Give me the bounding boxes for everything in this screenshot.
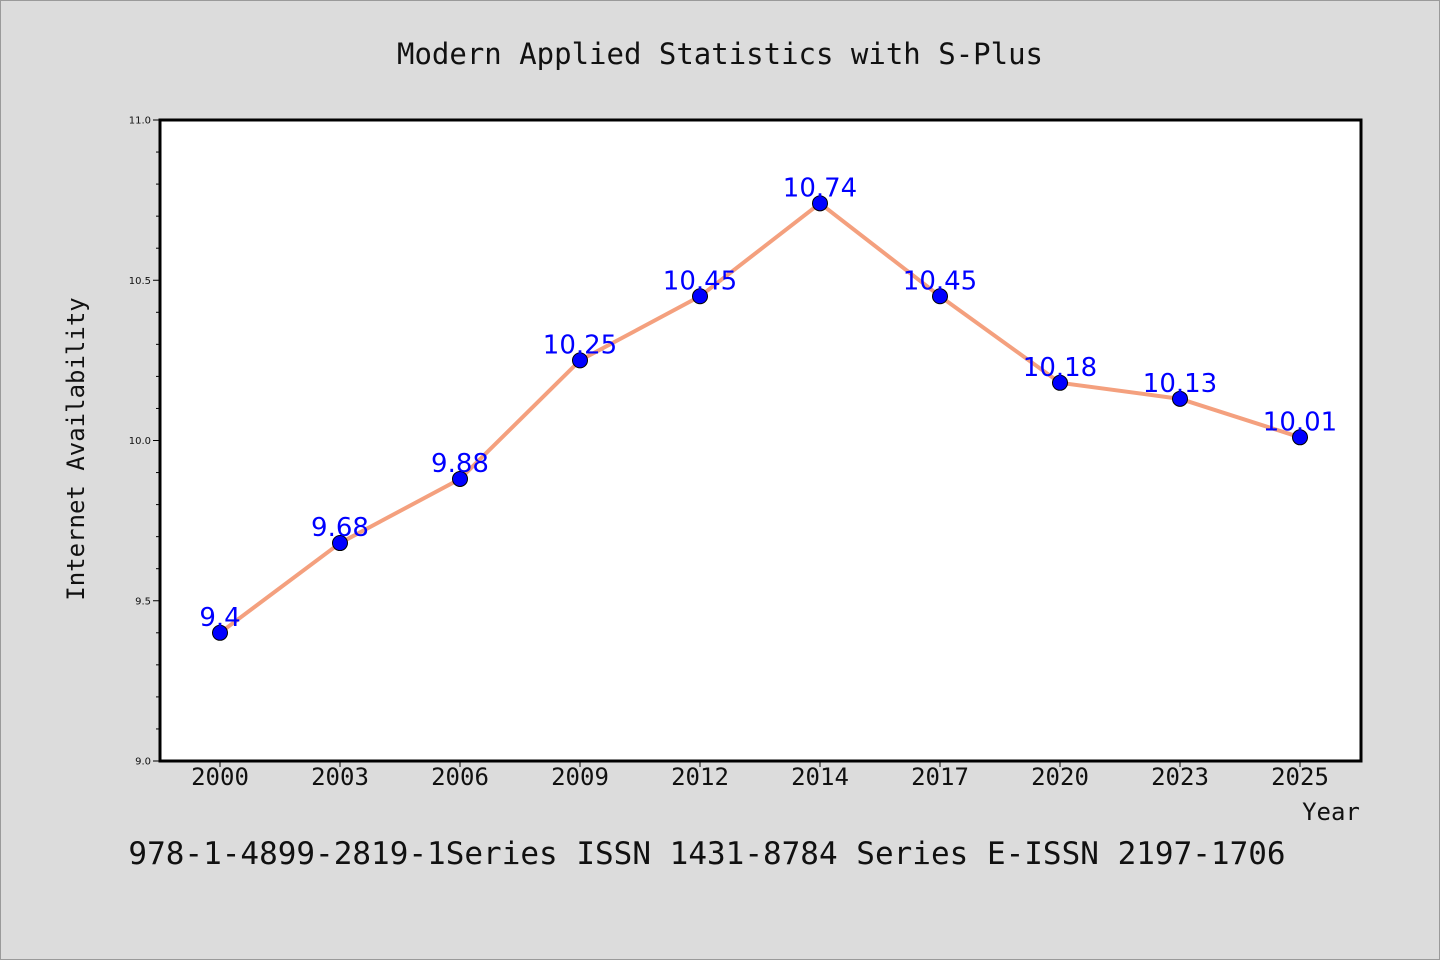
x-tick-label: 2003 xyxy=(311,763,369,791)
data-label: 10.25 xyxy=(543,330,617,360)
footer-text: 978-1-4899-2819-1Series ISSN 1431-8784 S… xyxy=(128,836,1285,872)
plot-border xyxy=(158,118,1363,763)
data-label: 10.18 xyxy=(1023,353,1097,383)
x-tick-label: 2012 xyxy=(671,763,729,791)
data-label: 10.45 xyxy=(663,266,737,296)
x-tick-label: 2006 xyxy=(431,763,489,791)
y-tick-label: 11.0 xyxy=(129,116,151,127)
y-tick-label: 9.5 xyxy=(135,596,151,607)
x-tick-label: 2023 xyxy=(1151,763,1209,791)
series-line xyxy=(218,201,1302,635)
data-label: 9.4 xyxy=(199,603,240,633)
plot-area xyxy=(160,120,1361,761)
x-tick-label: 2017 xyxy=(911,763,969,791)
data-point xyxy=(692,288,708,305)
data-point xyxy=(932,288,948,305)
data-point xyxy=(332,535,348,552)
x-tick-label: 2000 xyxy=(191,763,249,791)
data-point xyxy=(212,624,228,641)
x-tick-label: 2025 xyxy=(1271,763,1329,791)
data-label: 10.13 xyxy=(1143,369,1217,399)
data-labels: 9.4 9.68 9.88 10.25 10.45 10.74 10.45 10.18 10.1… xyxy=(199,173,1337,632)
data-label: 10.45 xyxy=(903,266,977,296)
data-point xyxy=(1292,429,1308,446)
x-tick-label: 2014 xyxy=(791,763,849,791)
y-axis-label: Internet Availability xyxy=(62,297,90,600)
data-label: 9.88 xyxy=(431,449,489,479)
y-tick-label: 10.0 xyxy=(129,436,151,447)
y-tick-label: 10.5 xyxy=(129,276,151,287)
x-tick-label: 2020 xyxy=(1031,763,1089,791)
data-point xyxy=(1052,374,1068,391)
chart-title: Modern Applied Statistics with S-Plus xyxy=(397,37,1043,71)
data-point xyxy=(1172,390,1188,407)
series-layer xyxy=(212,195,1308,641)
data-point xyxy=(572,352,588,369)
data-point xyxy=(812,195,828,212)
data-point xyxy=(452,470,468,487)
x-axis-label: Year xyxy=(1302,798,1360,826)
y-tick-label: 9.0 xyxy=(135,757,151,768)
data-label: 10.74 xyxy=(783,173,857,203)
data-label: 9.68 xyxy=(311,513,369,543)
data-label: 10.01 xyxy=(1263,407,1337,437)
x-axis: 2000 2003 2006 2009 2012 2014 2017 2020 2023 2025 xyxy=(191,761,1329,791)
y-axis: 9.0 9.5 10.0 10.5 11.0 xyxy=(129,116,160,768)
x-tick-label: 2009 xyxy=(551,763,609,791)
